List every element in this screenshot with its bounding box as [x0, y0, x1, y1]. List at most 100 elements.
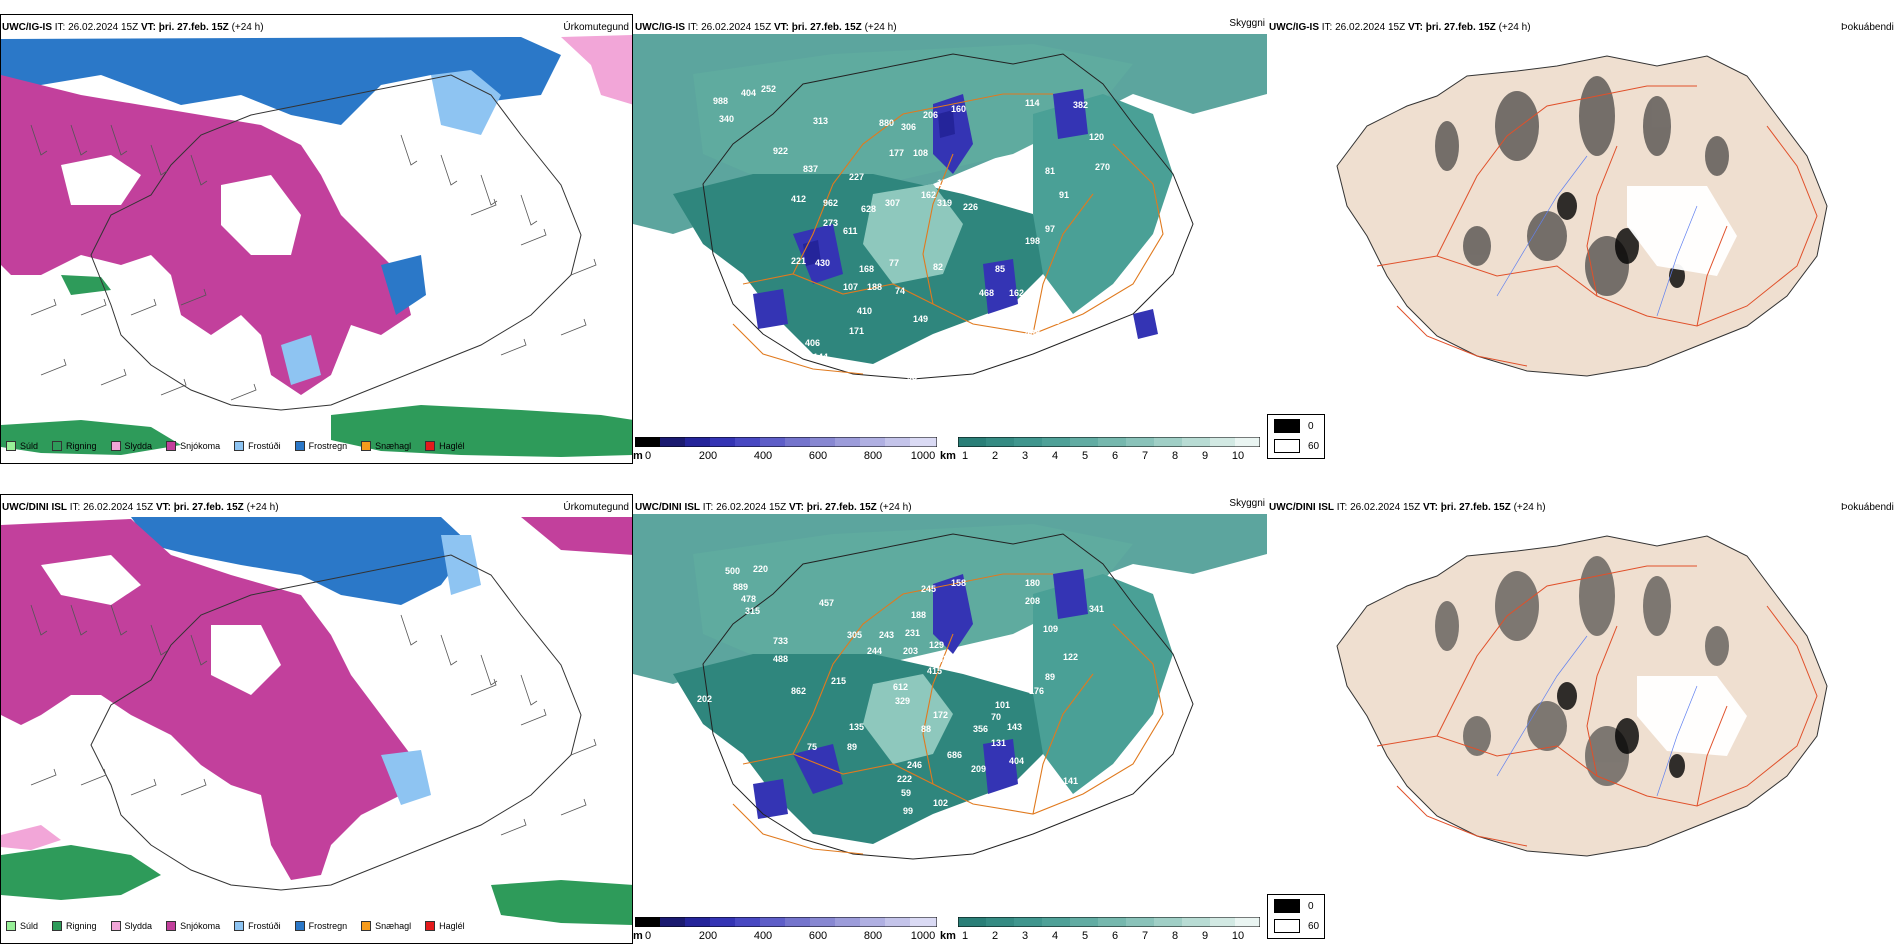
visibility-panel-bottom: UWC/DINI ISL IT: 26.02.2024 15Z VT: þri.… — [633, 494, 1267, 944]
model-name: UWC/IG-IS — [2, 22, 52, 33]
visibility-tick: 10 — [1231, 450, 1245, 462]
cloud-label: 307 — [987, 334, 1002, 344]
it-label: IT: — [687, 22, 699, 33]
cloud-label: 89 — [847, 742, 857, 752]
cloud-label: 99 — [903, 806, 913, 816]
cloud-label: 203 — [903, 646, 918, 656]
cloud-label: 356 — [973, 724, 988, 734]
cloud-label: 733 — [773, 636, 788, 646]
visibility-tick: 8 — [1171, 930, 1179, 942]
legend-item-snaehagl: Snæhagl — [361, 441, 411, 451]
cloud-label: 162 — [921, 190, 936, 200]
legend-label: Slydda — [124, 441, 153, 451]
legend-item-slydda: Slydda — [110, 441, 153, 451]
cloud-label: 457 — [819, 598, 834, 608]
cloud-label: 131 — [991, 738, 1006, 748]
lead-time: (+24 h) — [231, 22, 264, 33]
legend-swatch — [294, 441, 305, 451]
legend-swatch — [110, 441, 121, 451]
precip-map-graphic — [1, 515, 632, 943]
cloud-label: 962 — [823, 198, 838, 208]
fog-map-graphic — [1336, 55, 1828, 377]
cloud-label: 837 — [803, 164, 818, 174]
cloud-label: 168 — [859, 264, 874, 274]
cloud-label: 412 — [791, 194, 806, 204]
visibility-tick: 5 — [1081, 930, 1089, 942]
cloud-base-colorbar-graphic — [635, 437, 937, 447]
cloud-label: 404 — [741, 88, 756, 98]
fog-value: 0 — [1308, 420, 1314, 432]
cloud-label: 202 — [697, 694, 712, 704]
cloud-base-tick: 1000 — [910, 930, 936, 942]
legend-item-haglel: Haglél — [425, 921, 465, 931]
vt-label: VT: — [773, 22, 789, 33]
legend-item-haglel: Haglél — [425, 441, 465, 451]
cloud-label: 315 — [745, 606, 760, 616]
cloud-label: 188 — [867, 282, 882, 292]
legend-item-snaehagl: Snæhagl — [361, 921, 411, 931]
model-name: UWC/DINI ISL — [1269, 502, 1334, 513]
fog-swatch-white — [1274, 919, 1300, 933]
cloud-label: 160 — [951, 104, 966, 114]
cloud-label: 206 — [923, 110, 938, 120]
model-name: UWC/DINI ISL — [2, 502, 67, 513]
vt-value: þri. 27.feb. 15Z — [1425, 22, 1496, 33]
cloud-base-unit: m — [633, 450, 643, 462]
cloud-label: 227 — [849, 172, 864, 182]
vt-value: þri. 27.feb. 15Z — [158, 22, 229, 33]
visibility-map-graphic: 500 220 889 478 315 457 245 158 180 208 … — [633, 514, 1267, 860]
cloud-label: 382 — [1073, 100, 1088, 110]
cloud-label: 141 — [1063, 776, 1078, 786]
cloud-label: 97 — [903, 832, 913, 842]
visibility-tick: 2 — [991, 930, 999, 942]
legend-item-snjokoma: Snjókoma — [166, 921, 220, 931]
visibility-tick: 2 — [991, 450, 999, 462]
cloud-base-tick: 800 — [863, 450, 883, 462]
cloud-label: 221 — [791, 256, 806, 266]
lead-time: (+24 h) — [864, 22, 897, 33]
legend-label: Snæhagl — [375, 441, 412, 451]
cloud-base-tick: 400 — [753, 930, 773, 942]
cloud-label: 226 — [963, 202, 978, 212]
legend-swatch — [361, 441, 372, 451]
legend-label: Rigning — [66, 441, 97, 451]
cloud-label: 158 — [951, 578, 966, 588]
visibility-tick: 6 — [1111, 450, 1119, 462]
cloud-label: 319 — [937, 198, 952, 208]
cloud-label: 246 — [907, 760, 922, 770]
vt-label: VT: — [1407, 22, 1423, 33]
cloud-label: 135 — [849, 722, 864, 732]
legend-swatch — [6, 921, 16, 931]
fog-colorbar-row: 0 — [1274, 899, 1314, 913]
cloud-label: 244 — [867, 646, 882, 656]
cloud-label: 129 — [929, 640, 944, 650]
visibility-tick: 3 — [1021, 450, 1029, 462]
visibility-tick: 10 — [1231, 930, 1245, 942]
legend-swatch — [234, 441, 245, 451]
cloud-label: 89 — [1045, 672, 1055, 682]
product-title: Þokuábendi — [1841, 22, 1894, 33]
fog-map[interactable] — [1297, 516, 1877, 916]
fog-map-graphic — [1336, 535, 1828, 857]
cloud-label: 64 — [903, 394, 913, 404]
precip-map[interactable] — [0, 494, 633, 944]
cloud-label: 116 — [929, 838, 944, 848]
legend-label: Súld — [20, 441, 39, 451]
legend-item-frostregn: Frostregn — [294, 441, 347, 451]
precip-map[interactable] — [0, 14, 633, 464]
it-label: IT: — [1321, 22, 1333, 33]
legend-swatch — [166, 921, 177, 931]
visibility-map[interactable]: 988 404 252 340 313 922 880 306 206 160 … — [633, 34, 1267, 434]
cloud-label: 430 — [815, 258, 830, 268]
vt-value: þri. 27.feb. 15Z — [806, 502, 877, 513]
cloud-base-colorbar-graphic — [635, 917, 937, 927]
cloud-label: 329 — [895, 696, 910, 706]
cloud-label: 122 — [1063, 652, 1078, 662]
visibility-map[interactable]: 500 220 889 478 315 457 245 158 180 208 … — [633, 514, 1267, 914]
legend-swatch — [234, 921, 245, 931]
vt-label: VT: — [1422, 502, 1438, 513]
product-title: Þokuábendi — [1841, 502, 1894, 513]
legend-swatch — [52, 441, 63, 451]
vt-label: VT: — [155, 502, 171, 513]
fog-map[interactable] — [1297, 36, 1877, 436]
